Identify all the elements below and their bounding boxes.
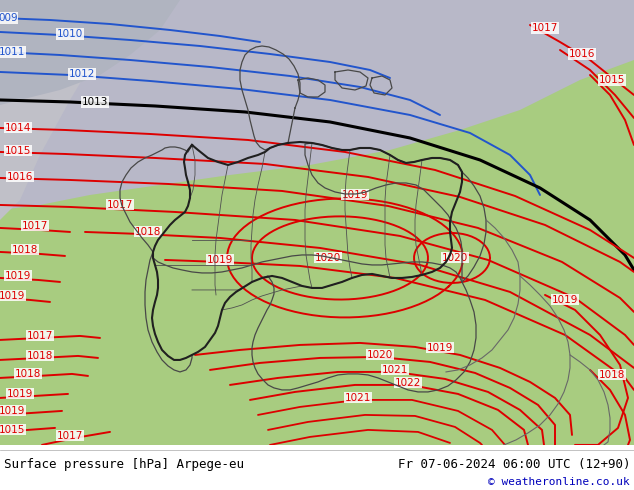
Polygon shape [0, 0, 180, 105]
Text: 009: 009 [0, 13, 18, 23]
Text: 1019: 1019 [342, 190, 368, 200]
Text: 1017: 1017 [107, 200, 133, 210]
Text: 1018: 1018 [12, 245, 38, 255]
Text: 1017: 1017 [27, 331, 53, 341]
Text: 1015: 1015 [0, 425, 25, 435]
Text: 1021: 1021 [382, 365, 408, 375]
Text: 1010: 1010 [57, 29, 83, 39]
Text: 1019: 1019 [5, 271, 31, 281]
Text: 1018: 1018 [135, 227, 161, 237]
Text: Surface pressure [hPa] Arpege-eu: Surface pressure [hPa] Arpege-eu [4, 459, 244, 471]
Text: 1014: 1014 [5, 123, 31, 133]
Text: 1019: 1019 [0, 291, 25, 301]
Text: 1015: 1015 [5, 146, 31, 156]
Text: 1017: 1017 [57, 431, 83, 441]
Text: 1018: 1018 [598, 370, 625, 380]
Text: 1016: 1016 [7, 172, 33, 182]
Text: 1016: 1016 [569, 49, 595, 59]
Text: 1019: 1019 [552, 295, 578, 305]
Text: 1022: 1022 [395, 378, 421, 388]
Text: 1020: 1020 [315, 253, 341, 263]
Text: 1013: 1013 [82, 97, 108, 107]
Polygon shape [0, 0, 634, 210]
Polygon shape [0, 0, 120, 220]
Text: 1017: 1017 [532, 23, 558, 33]
Text: 1017: 1017 [22, 221, 48, 231]
Text: 1018: 1018 [15, 369, 41, 379]
Text: 1019: 1019 [207, 255, 233, 265]
Text: © weatheronline.co.uk: © weatheronline.co.uk [488, 477, 630, 487]
Text: 1020: 1020 [367, 350, 393, 360]
Text: 1018: 1018 [27, 351, 53, 361]
Text: Fr 07-06-2024 06:00 UTC (12+90): Fr 07-06-2024 06:00 UTC (12+90) [398, 459, 630, 471]
Text: 1020: 1020 [442, 253, 468, 263]
Text: 1019: 1019 [0, 406, 25, 416]
Text: 1021: 1021 [345, 393, 371, 403]
Text: 1015: 1015 [598, 75, 625, 85]
Text: 1011: 1011 [0, 47, 25, 57]
Text: 1019: 1019 [427, 343, 453, 353]
Text: 1012: 1012 [69, 69, 95, 79]
Text: 1019: 1019 [7, 389, 33, 399]
